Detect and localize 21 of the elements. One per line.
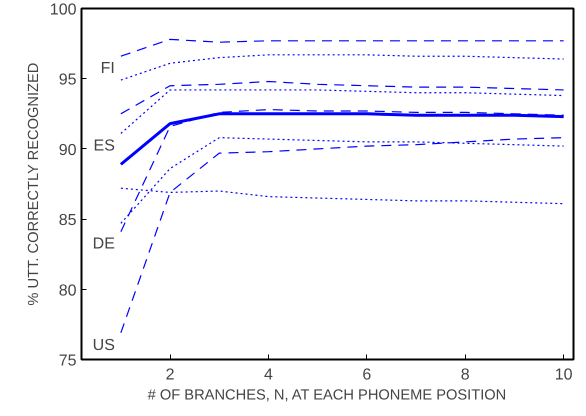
line-series <box>120 89 564 134</box>
y-tick-label: 100 <box>50 2 77 18</box>
series-label: FI <box>100 60 115 78</box>
y-tick-label: 80 <box>58 282 77 300</box>
y-axis-title: % UTT. CORRECTLY RECOGNIZED <box>26 62 42 306</box>
x-tick-label: 4 <box>264 366 274 384</box>
line-series <box>120 54 564 81</box>
x-axis-title: # OF BRANCHES, N, AT EACH PHONEME POSITION <box>148 388 506 404</box>
line-series <box>120 80 564 114</box>
series-label: ES <box>94 137 115 154</box>
y-tick-label: 95 <box>58 72 77 89</box>
line-series <box>120 38 564 57</box>
y-tick-label: 75 <box>58 352 77 370</box>
x-tick-label: 6 <box>362 366 372 384</box>
series-label: US <box>92 336 115 354</box>
x-tick-label: 8 <box>460 366 470 384</box>
x-tick-label: 10 <box>554 366 573 384</box>
y-tick-label: 90 <box>58 142 77 159</box>
series-label: DE <box>92 236 115 253</box>
y-tick-label: 85 <box>58 212 77 230</box>
x-tick-label: 2 <box>166 366 175 384</box>
